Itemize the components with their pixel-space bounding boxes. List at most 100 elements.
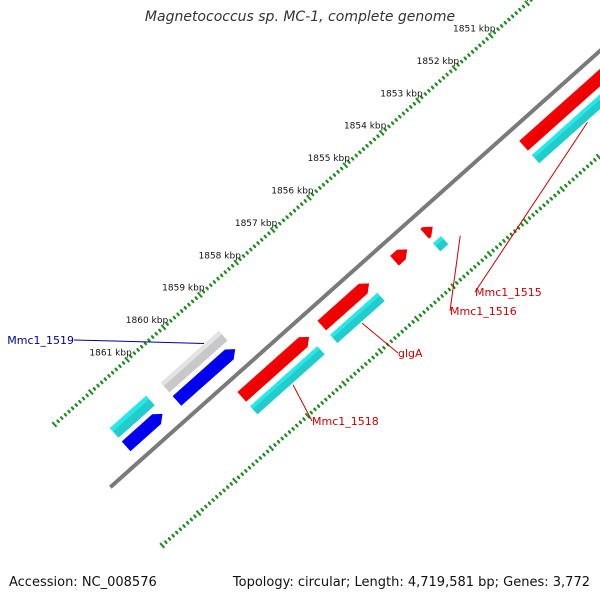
tick-dot: [510, 14, 515, 19]
tick-dot: [484, 255, 488, 259]
tick-dot: [356, 368, 361, 373]
gene-glga-highlight: [317, 283, 362, 325]
tick-dot: [444, 290, 448, 295]
tick-dot: [498, 242, 503, 246]
gene-glga: [317, 283, 370, 331]
tick-dot: [321, 182, 326, 187]
map-title: Magnetococcus sp. MC-1, complete genome: [144, 9, 456, 25]
tick-dot: [398, 114, 402, 119]
tick-dot: [502, 239, 506, 243]
tick-dot: [445, 72, 449, 77]
tick-dot: [114, 367, 119, 372]
leader-line-mmc1-1515: [474, 122, 588, 293]
tick-dot: [324, 397, 328, 402]
gene-label-mmc1-1516: Mmc1_1516: [450, 305, 517, 318]
gene-mmc1-1515: [519, 68, 600, 151]
tick-dot: [178, 527, 183, 532]
tick-mark-major: [124, 356, 131, 363]
tick-dot: [509, 232, 514, 237]
tick-dot: [276, 439, 281, 444]
tick-dot: [354, 153, 358, 158]
tick-dot: [492, 30, 497, 35]
tick-dot: [292, 208, 297, 213]
tick-dot: [240, 472, 244, 477]
tick-dot: [473, 264, 477, 269]
tick-mark-major: [306, 194, 312, 201]
tick-dot: [103, 377, 108, 381]
tick-mark-major: [159, 542, 166, 549]
tick-dot: [538, 206, 543, 211]
cds-mmc1-1515-highlight: [531, 94, 600, 158]
tick-dot: [314, 189, 318, 194]
tick-dot: [534, 209, 539, 214]
tick-label: 1859 kbp: [162, 284, 205, 294]
tick-dot: [364, 362, 368, 366]
tick-dot: [462, 274, 466, 279]
cds-glga-highlight: [330, 292, 380, 338]
accession-text: Accession: NC_008576: [9, 575, 157, 590]
tick-dot: [316, 404, 321, 408]
tick-dot: [518, 7, 522, 12]
tick-dot: [56, 419, 60, 424]
tick-dot: [329, 176, 333, 181]
tick-labels-layer: 1850 kbp 1851 kbp 1852 kbp 1853 kbp 1854 kbp…: [89, 0, 532, 358]
tick-dots-layer: [51, 0, 600, 549]
cds-mmc1-1516: [433, 236, 449, 252]
cds-mmc1-1518-highlight: [250, 346, 320, 409]
tick-dot: [481, 40, 486, 45]
tick-dot: [167, 537, 172, 541]
gene-label-mmc1-1515: Mmc1_1515: [475, 286, 542, 299]
tick-dot: [183, 306, 188, 310]
tick-dot: [118, 364, 122, 369]
tick-dot: [99, 380, 104, 385]
tick-dot: [189, 517, 194, 522]
gene-label-mmc1-1519: Mmc1_1519: [7, 334, 74, 347]
tick-mark-major: [51, 421, 58, 428]
tick-dot: [433, 300, 437, 305]
tick-dot: [507, 17, 511, 22]
tick-dot: [459, 59, 464, 64]
tick-dot: [222, 488, 226, 493]
tick-dot: [447, 287, 452, 292]
tick-mark-major: [522, 218, 529, 225]
tick-dot: [194, 296, 199, 300]
tick-dot: [567, 180, 572, 185]
tick-dot: [505, 235, 510, 240]
gene-labels-layer: Mmc1_1515 Mmc1_1516 glgA Mmc1_1518 Mmc1_1519: [7, 122, 588, 428]
tick-dot: [418, 313, 423, 318]
gene-mmc1-1515-highlight: [519, 68, 600, 145]
tick-dot: [430, 85, 435, 90]
gene-mmc1-1518: [237, 336, 310, 402]
tick-dot: [371, 355, 375, 360]
tick-dot: [529, 0, 533, 2]
tick-dot: [229, 482, 234, 486]
tick-dot: [531, 213, 535, 217]
tick-mark-major: [268, 445, 275, 452]
tick-dot: [347, 160, 351, 164]
gene-mmc1-1519: [172, 349, 236, 406]
tick-dot: [147, 338, 151, 343]
tick-dot: [265, 449, 270, 454]
tick-dot: [280, 436, 284, 441]
tick-dot: [245, 250, 249, 255]
tick-dot: [289, 212, 293, 216]
tick-dot: [223, 270, 228, 275]
tick-dot: [350, 156, 355, 161]
tick-label: 1854 kbp: [344, 122, 387, 132]
tick-dot: [448, 69, 453, 74]
tick-dot: [404, 326, 408, 331]
tick-dot: [382, 345, 386, 350]
tick-label: 1852 kbp: [417, 57, 460, 67]
tick-dot: [298, 420, 303, 425]
tick-dot: [585, 164, 590, 169]
tick-mark-major: [342, 162, 349, 169]
tick-dot: [419, 95, 424, 100]
tick-dot: [273, 443, 277, 447]
tick-dot: [396, 332, 401, 337]
tick-label: 1851 kbp: [453, 24, 496, 34]
tick-mark-major: [486, 250, 493, 257]
tick-dot: [556, 190, 561, 195]
tick-dot: [296, 205, 300, 210]
